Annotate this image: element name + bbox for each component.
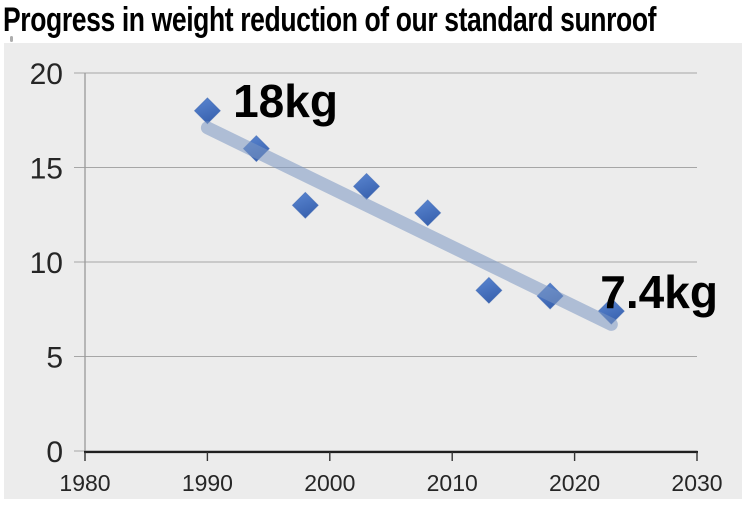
annotations: 18kg 7.4kg: [233, 75, 718, 318]
x-tick-label: 2020: [549, 470, 600, 496]
x-axis-ticks: [84, 452, 698, 461]
trendline: [200, 121, 618, 331]
annotation-label: 7.4kg: [600, 266, 718, 318]
data-point: [475, 276, 503, 304]
annotation-label: 18kg: [233, 75, 338, 127]
y-tick-label: 15: [30, 153, 63, 186]
gridlines: [74, 72, 697, 452]
x-tick-label: 2030: [671, 470, 722, 496]
y-tick-label: 10: [30, 247, 63, 280]
stray-mark: [10, 36, 13, 42]
y-tick-label: 20: [30, 58, 63, 91]
chart-title: Progress in weight reduction of our stan…: [3, 1, 657, 39]
data-point: [414, 199, 442, 227]
x-tick-label: 2010: [427, 470, 478, 496]
y-tick-label: 0: [46, 436, 63, 469]
x-tick-label: 2000: [304, 470, 355, 496]
y-tick-label: 5: [46, 342, 63, 375]
x-axis-tick-labels: 1980 1990 2000 2010 2020 2030: [59, 470, 722, 496]
plot-area-background: [4, 43, 742, 499]
y-axis-tick-labels: 0 5 10 15 20: [30, 58, 63, 469]
data-points: [193, 97, 625, 325]
data-point: [291, 191, 319, 219]
x-tick-label: 1980: [59, 470, 110, 496]
x-tick-label: 1990: [182, 470, 233, 496]
data-point: [193, 97, 221, 125]
